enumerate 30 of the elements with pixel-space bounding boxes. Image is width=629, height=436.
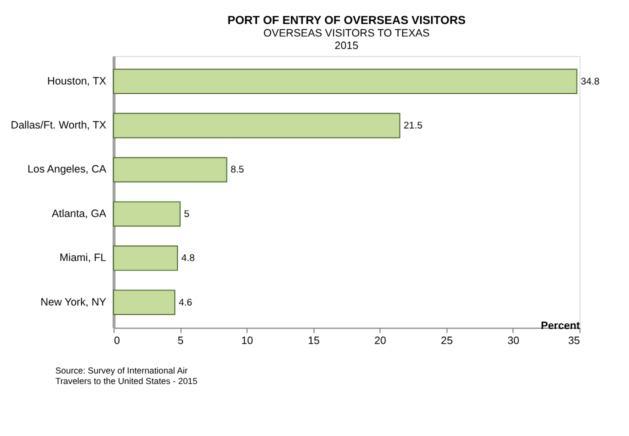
data-label: 8.5	[230, 164, 244, 176]
data-label: 4.6	[178, 297, 192, 308]
source-note: Source: Survey of International Air Travelers to the United States - 2015	[55, 365, 198, 386]
bar	[113, 290, 176, 315]
bar	[113, 201, 181, 227]
y-tick-label: New York, NY	[40, 296, 106, 308]
bar	[113, 112, 400, 138]
x-tick-label: 25	[440, 334, 453, 347]
data-label: 21.5	[404, 120, 423, 132]
y-tick-label: Houston, TX	[47, 75, 106, 88]
x-tick-label: 10	[241, 334, 254, 347]
x-tick-label: 0	[114, 334, 120, 347]
data-label: 4.8	[181, 253, 195, 264]
chart-title: PORT OF ENTRY OF OVERSEAS VISITORS	[227, 14, 466, 27]
y-tick-label: Atlanta, GA	[52, 208, 108, 220]
x-axis-title: Percent	[540, 320, 580, 332]
bar	[113, 68, 578, 94]
x-tick-label: 30	[507, 334, 520, 347]
data-label: 5	[184, 208, 190, 220]
x-tick-label: 35	[568, 334, 580, 347]
x-tick-label: 15	[308, 334, 320, 347]
data-label: 34.8	[580, 76, 600, 88]
y-tick-label: Miami, FL	[60, 252, 106, 264]
y-tick-label: Los Angeles, CA	[27, 164, 108, 176]
x-tick-label: 5	[178, 334, 184, 347]
bar	[113, 246, 178, 271]
bar	[113, 157, 228, 182]
y-tick-label: Dallas/Ft. Worth, TX	[10, 119, 106, 132]
chart-subtitle: OVERSEAS VISITORS TO TEXAS 2015	[263, 28, 430, 52]
x-tick-label: 20	[374, 334, 386, 347]
